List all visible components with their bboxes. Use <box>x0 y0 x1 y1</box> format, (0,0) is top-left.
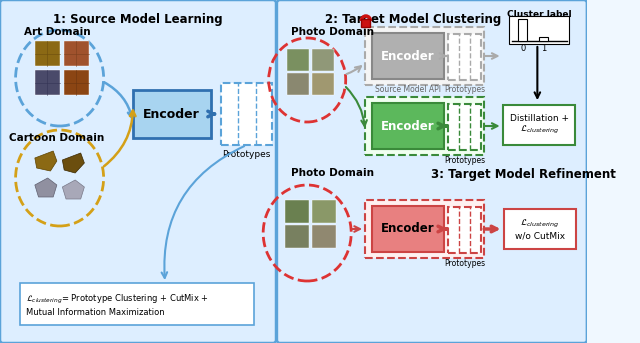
Bar <box>372 206 444 252</box>
Bar <box>372 33 444 79</box>
FancyBboxPatch shape <box>0 0 276 343</box>
Bar <box>518 19 527 41</box>
FancyBboxPatch shape <box>277 0 587 343</box>
Text: 3: Target Model Refinement: 3: Target Model Refinement <box>431 168 616 181</box>
Bar <box>312 73 334 95</box>
Text: $\mathcal{L}_{clustering}$
w/o CutMix: $\mathcal{L}_{clustering}$ w/o CutMix <box>515 218 565 240</box>
Polygon shape <box>62 153 84 173</box>
Bar <box>365 97 484 155</box>
Bar <box>312 225 335 248</box>
Bar <box>285 225 309 248</box>
Bar <box>504 209 576 249</box>
Bar <box>221 83 273 145</box>
Text: Source Model API: Source Model API <box>375 85 441 94</box>
Bar <box>362 19 371 27</box>
Bar <box>64 70 89 95</box>
Bar <box>64 41 89 66</box>
Text: Cartoon Domain: Cartoon Domain <box>9 133 104 143</box>
Bar <box>35 41 60 66</box>
Bar <box>539 37 548 41</box>
Text: 1: 1 <box>541 44 547 53</box>
Polygon shape <box>35 178 57 197</box>
Bar <box>287 49 309 71</box>
Bar <box>20 283 254 325</box>
Text: Prototypes: Prototypes <box>444 85 486 94</box>
Text: Encoder: Encoder <box>381 49 435 62</box>
Text: Prototypes: Prototypes <box>444 259 486 268</box>
Text: Encoder: Encoder <box>143 107 200 120</box>
Text: Cluster label: Cluster label <box>507 10 572 19</box>
Bar <box>365 200 484 258</box>
Bar <box>133 90 211 138</box>
Bar <box>285 200 309 223</box>
Text: Encoder: Encoder <box>381 119 435 132</box>
Text: $\mathcal{L}_{clustering}$= Prototype Clustering + CutMix +
Mutual Information M: $\mathcal{L}_{clustering}$= Prototype Cl… <box>26 293 209 317</box>
Text: Prototypes: Prototypes <box>223 150 271 159</box>
Bar <box>312 49 334 71</box>
Bar <box>504 105 575 145</box>
Bar <box>287 73 309 95</box>
Text: Photo Domain: Photo Domain <box>291 27 374 37</box>
Text: 2: Target Model Clustering: 2: Target Model Clustering <box>324 13 500 26</box>
Polygon shape <box>62 180 84 199</box>
Text: Prototypes: Prototypes <box>444 156 486 165</box>
Bar <box>372 103 444 149</box>
Text: Encoder: Encoder <box>381 223 435 236</box>
Bar <box>365 27 484 85</box>
Bar <box>449 207 481 253</box>
Text: Distillation +
$\mathcal{L}_{clustering}$: Distillation + $\mathcal{L}_{clustering}… <box>509 114 569 136</box>
Bar <box>312 200 335 223</box>
Text: Art Domain: Art Domain <box>24 27 90 37</box>
Polygon shape <box>35 151 57 171</box>
Bar <box>509 16 568 44</box>
Text: Photo Domain: Photo Domain <box>291 168 374 178</box>
Bar <box>449 34 481 80</box>
Bar <box>449 104 481 150</box>
Bar <box>35 70 60 95</box>
Text: 1: Source Model Learning: 1: Source Model Learning <box>52 13 222 26</box>
Text: 0: 0 <box>520 44 525 53</box>
